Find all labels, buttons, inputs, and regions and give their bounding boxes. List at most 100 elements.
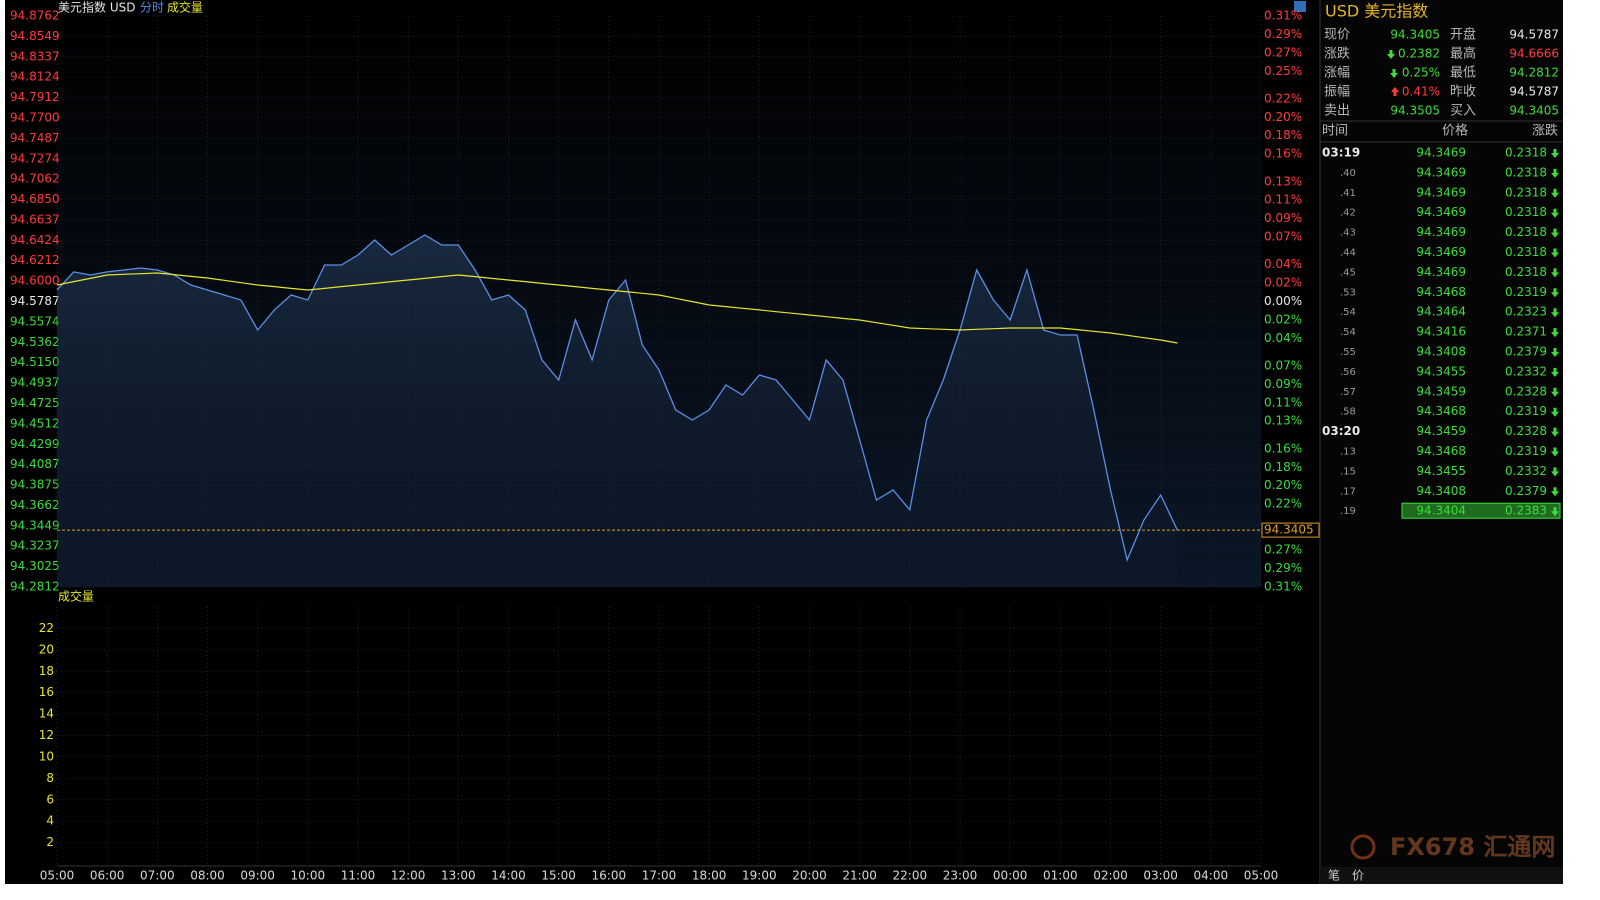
trade-price: 94.3468 <box>1416 285 1466 299</box>
trade-time: .56 <box>1340 367 1356 378</box>
y-tick-label: 94.8124 <box>10 70 60 84</box>
y-tick-label: 94.4512 <box>10 416 60 430</box>
x-tick-label: 00:00 <box>993 869 1028 883</box>
quote-label: 买入 <box>1450 104 1476 119</box>
trade-change: 0.2318 <box>1505 245 1547 259</box>
trade-change: 0.2318 <box>1505 165 1547 179</box>
y2-tick-label: 0.31% <box>1264 580 1302 594</box>
tab-bar <box>1320 867 1563 884</box>
down-arrow <box>1551 168 1559 178</box>
quote-label: 涨跌 <box>1324 46 1350 62</box>
down-arrow <box>1551 487 1559 497</box>
trade-change: 0.2319 <box>1505 444 1547 458</box>
trade-time: .45 <box>1340 267 1356 278</box>
tab[interactable]: 价 <box>1352 869 1364 883</box>
down-arrow <box>1551 228 1559 238</box>
y-tick-label: 94.7274 <box>10 151 60 165</box>
watermark: FX678 汇通网 <box>1390 833 1555 861</box>
down-arrow <box>1551 447 1559 457</box>
down-arrow <box>1551 427 1559 437</box>
x-tick-label: 05:00 <box>40 869 75 883</box>
y-tick-label: 94.3237 <box>10 539 60 553</box>
y-tick-label: 94.7700 <box>10 110 60 124</box>
x-tick-label: 05:00 <box>1244 869 1279 883</box>
down-arrow <box>1551 308 1559 318</box>
y-tick-label: 94.4937 <box>10 376 60 390</box>
trade-change: 0.2318 <box>1505 146 1547 160</box>
y2-tick-label: 0.11% <box>1264 193 1302 207</box>
down-arrow <box>1551 387 1559 397</box>
y2-tick-label: 0.29% <box>1264 27 1302 41</box>
quote-label: 开盘 <box>1450 27 1476 43</box>
volume-tick-label: 16 <box>39 685 54 699</box>
down-arrow <box>1390 69 1398 78</box>
volume-tick-label: 6 <box>46 792 54 806</box>
table-header: 涨跌 <box>1532 123 1558 139</box>
down-arrow <box>1551 288 1559 298</box>
volume-label: 成交量 <box>58 589 94 604</box>
y2-tick-label: 0.13% <box>1264 174 1302 188</box>
legend-entry: 分时 <box>140 1 164 15</box>
y-tick-label: 94.3875 <box>10 477 60 491</box>
y2-tick-label: 0.09% <box>1264 211 1302 225</box>
quote-value: 94.5787 <box>1509 85 1559 99</box>
trade-change: 0.2323 <box>1505 305 1547 319</box>
x-tick-label: 06:00 <box>90 869 125 883</box>
y2-tick-label: 0.09% <box>1264 377 1302 391</box>
quote-label: 卖出 <box>1324 104 1350 119</box>
quote-value: 94.3405 <box>1390 28 1440 42</box>
x-tick-label: 14:00 <box>491 869 526 883</box>
highlight <box>1401 502 1561 519</box>
y-tick-label: 94.6212 <box>10 253 60 267</box>
x-tick-label: 18:00 <box>692 869 727 883</box>
y2-tick-label: 0.16% <box>1264 147 1302 161</box>
trade-price: 94.3404 <box>1416 504 1466 518</box>
y2-tick-label: 0.20% <box>1264 478 1302 492</box>
x-tick-label: 10:00 <box>291 869 326 883</box>
trade-time: 03:20 <box>1322 424 1360 438</box>
trade-price: 94.3416 <box>1416 325 1466 339</box>
volume-tick-label: 18 <box>39 664 54 678</box>
y-tick-label: 94.4087 <box>10 457 60 471</box>
quote-value: 94.6666 <box>1509 47 1559 61</box>
trade-time: .13 <box>1340 447 1356 458</box>
quote-title: USD 美元指数 <box>1325 2 1428 21</box>
toggle-icon[interactable] <box>1294 1 1306 12</box>
quote-value: 0.25% <box>1402 66 1440 80</box>
trade-price: 94.3469 <box>1416 185 1466 199</box>
current-price-label: 94.3405 <box>1264 523 1314 537</box>
trade-time: .54 <box>1340 307 1356 318</box>
trade-price: 94.3469 <box>1416 165 1466 179</box>
table-header: 价格 <box>1442 123 1468 139</box>
y-tick-label: 94.7487 <box>10 131 60 145</box>
current-price-box <box>1261 522 1320 538</box>
average-line <box>56 272 1178 344</box>
y2-tick-label: 0.02% <box>1264 312 1302 326</box>
trade-change: 0.2379 <box>1505 345 1547 359</box>
trade-change: 0.2332 <box>1505 364 1547 378</box>
volume-tick-label: 14 <box>39 707 54 721</box>
quote-label: 涨幅 <box>1324 66 1350 81</box>
trade-price: 94.3468 <box>1416 404 1466 418</box>
x-tick-label: 04:00 <box>1194 869 1229 883</box>
down-arrow <box>1551 268 1559 278</box>
legend-entry: 成交量 <box>167 0 203 15</box>
trade-change: 0.2319 <box>1505 404 1547 418</box>
x-tick-label: 11:00 <box>341 869 376 883</box>
y2-tick-label: 0.20% <box>1264 110 1302 124</box>
quote-label: 最高 <box>1450 46 1476 62</box>
quote-value: 94.3405 <box>1509 104 1559 118</box>
quote-value: 0.2382 <box>1398 47 1440 61</box>
volume-tick-label: 2 <box>46 835 54 849</box>
y-tick-label: 94.7912 <box>10 90 60 104</box>
tab[interactable]: 笔 <box>1328 868 1340 883</box>
y2-tick-label: 0.16% <box>1264 441 1302 455</box>
trade-change: 0.2328 <box>1505 384 1547 398</box>
trade-change: 0.2328 <box>1505 424 1547 438</box>
down-arrow <box>1551 507 1559 517</box>
quote-label: 振幅 <box>1324 85 1350 100</box>
y-tick-label: 94.8549 <box>10 29 60 43</box>
chart: 05:00 06:00 07:00 08:00 09:00 10:00 11:00 12:00… <box>10 0 1563 884</box>
y2-tick-label: 0.27% <box>1264 45 1302 59</box>
y-tick-label: 94.4725 <box>10 396 60 410</box>
